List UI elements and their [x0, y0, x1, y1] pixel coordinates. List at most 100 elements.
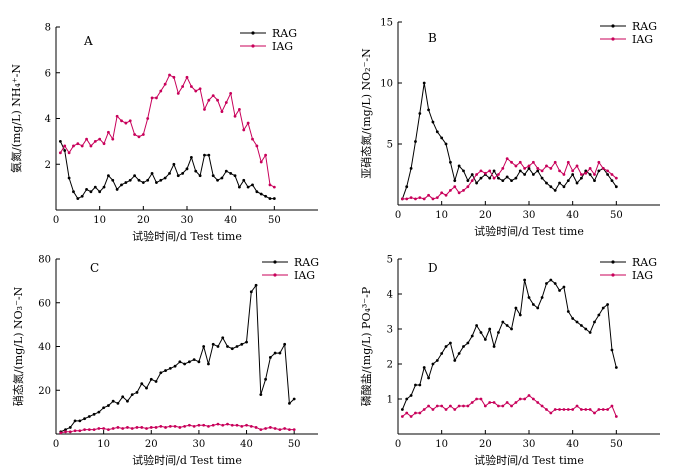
panel-d-legend-rag-label: RAG — [632, 256, 657, 269]
panel-a-series-rag-point — [176, 174, 180, 178]
panel-d-series-iag-point — [588, 408, 592, 411]
panel-c-y-tick-label: 20 — [38, 386, 51, 397]
panel-c-series-iag-point — [145, 427, 148, 430]
panel-a-x-tick-label: 50 — [268, 215, 281, 226]
panel-c-series-iag-point — [73, 429, 77, 433]
panel-a-series-iag-point — [233, 114, 237, 118]
panel-c-series-iag-point — [245, 423, 248, 427]
panel-b-series-iag-point — [558, 169, 561, 173]
panel-c-series-rag-point — [216, 345, 220, 348]
panel-c-y-axis-title: 硝态氮/(mg/L) NO₃⁻-N — [11, 286, 25, 406]
panel-b-series-iag-point — [470, 179, 474, 183]
panel-d-series-iag-point — [453, 408, 457, 411]
panel-a-series-iag-point — [124, 121, 128, 125]
panel-c-series-rag-point — [97, 410, 101, 414]
panel-d-series-rag-point — [540, 296, 544, 299]
panel-d-series-iag-point — [418, 411, 422, 415]
panel-d-series-rag-point — [566, 310, 570, 313]
panel-d-x-tick-label: 30 — [523, 439, 536, 450]
panel-d-y-axis-title: 磷酸盐/(mg/L) PO₄³⁻-P — [359, 286, 373, 406]
panel-c-series-iag-point — [92, 428, 96, 432]
panel-d-series-rag-point — [531, 303, 535, 306]
panel-d-series-rag-point — [435, 359, 439, 362]
panel-d-series-iag-point — [610, 404, 614, 408]
panel-c-x-tick-label: 20 — [145, 439, 158, 450]
panel-d-series-iag-point — [545, 408, 548, 411]
panel-c-series-rag-point — [254, 283, 258, 287]
panel-b-series-iag-point — [580, 173, 583, 176]
panel-c-series-rag-point — [202, 345, 206, 348]
panel-b-series-iag-point — [597, 160, 601, 164]
panel-b-series-iag-point — [466, 185, 470, 189]
panel-a-series-iag-point — [242, 128, 246, 132]
panel-d-series-rag-point — [505, 324, 509, 327]
panel-c-series-iag-point — [178, 426, 182, 429]
panel-c-series-rag-point — [173, 364, 177, 368]
panel-d-legend-iag-label: IAG — [632, 269, 653, 282]
panel-a-x-tick-label: 30 — [181, 215, 194, 226]
panel-d-legend-iag-marker — [611, 273, 615, 277]
panel-b-series-rag-point — [462, 169, 465, 173]
panel-a-series-rag-point — [120, 183, 123, 187]
panel-b-series-rag-point — [566, 179, 570, 183]
panel-b-series-rag-point — [457, 164, 461, 168]
panel-a-series-iag-point — [238, 107, 241, 111]
panel-c-series-rag-point — [292, 397, 296, 401]
panel-b-series-rag-point — [549, 185, 553, 189]
panel-d-series-rag-point — [483, 338, 487, 341]
panel-a-series-rag-point — [124, 181, 128, 184]
panel-c-x-tick-label: 40 — [240, 439, 253, 450]
panel-c-series-iag-point — [154, 426, 158, 429]
panel-b-series-iag-point — [427, 193, 430, 197]
panel-a-series-iag-point — [264, 153, 267, 157]
panel-a-series-rag-point — [172, 162, 176, 166]
panel-b-series-iag-point — [553, 160, 557, 164]
panel-d-series-iag-point — [562, 408, 566, 411]
panel-d: 0 10 20 30 40 50 1 2 3 4 5 试验时间/d Test time 磷酸盐/(mg/… — [359, 255, 660, 467]
panel-b-series-rag-point — [505, 175, 509, 179]
panel-d-series-iag-point — [575, 404, 579, 408]
panel-d-series-rag-point — [479, 331, 483, 334]
panel-c-series-iag-point — [207, 424, 210, 428]
panel-b-y-tick-label: 15 — [380, 18, 393, 29]
panel-b-series-rag-point — [418, 112, 422, 115]
panel-d-series-rag-point — [601, 306, 605, 310]
panel-d-series-iag-point — [580, 408, 583, 411]
panel-b-series-rag-point — [610, 179, 614, 183]
panel-a-series-rag-point — [181, 172, 185, 175]
panel-d-series-iag-point — [514, 401, 518, 404]
panel-d-y-tick-label: 3 — [387, 325, 393, 336]
panel-b-series-rag-point — [449, 160, 452, 164]
panel-a-legend-iag-marker — [251, 44, 255, 48]
panel-a-series-rag-point — [146, 178, 150, 182]
panel-b-series-iag-point — [483, 171, 487, 175]
panel-d-series-rag-point — [514, 306, 518, 310]
panel-c-x-tick-label: 0 — [53, 439, 59, 450]
panel-d-series-iag-point — [540, 404, 544, 408]
panel-c-series-iag-point — [288, 428, 291, 432]
panel-c-y-tick-label: 40 — [38, 342, 51, 353]
panel-a-series-rag-point — [141, 181, 145, 184]
panel-a-series-iag-point — [141, 133, 145, 136]
panel-d-series-iag-point — [462, 404, 465, 408]
panel-d-series-iag-point — [414, 411, 417, 415]
panel-c: 0 10 20 30 40 50 20 40 60 80 试验时间/d Test time 硝态氮/(… — [11, 255, 319, 468]
panel-b-y-axis-title: 亚硝态氮/(mg/L) NO₂⁻-N — [359, 48, 373, 179]
panel-b-series-rag-point — [536, 169, 540, 173]
panel-b-series-rag-point — [545, 181, 548, 185]
panel-b-x-axis-title: 试验时间/d Test time — [474, 224, 584, 238]
panel-d-series-rag-point — [466, 341, 470, 345]
panel-d-series-rag-point — [536, 306, 540, 310]
panel-d-series-rag-point — [427, 376, 430, 380]
panel-b-series-iag-point — [614, 176, 618, 180]
panel-a-series-iag-point — [246, 121, 250, 125]
panel-c-series-iag-point — [78, 429, 82, 433]
panel-c-x-tick-label: 50 — [288, 439, 301, 450]
panel-a-series-rag-point — [67, 176, 71, 180]
panel-a-series-rag-point — [264, 194, 267, 198]
panel-c-series-rag-point — [78, 419, 82, 423]
panel-b-series-iag-point — [510, 160, 513, 164]
panel-c-series-rag-point — [111, 399, 115, 403]
panel-d-series-iag-point — [479, 397, 483, 401]
panel-b-series-rag-point — [466, 179, 470, 183]
